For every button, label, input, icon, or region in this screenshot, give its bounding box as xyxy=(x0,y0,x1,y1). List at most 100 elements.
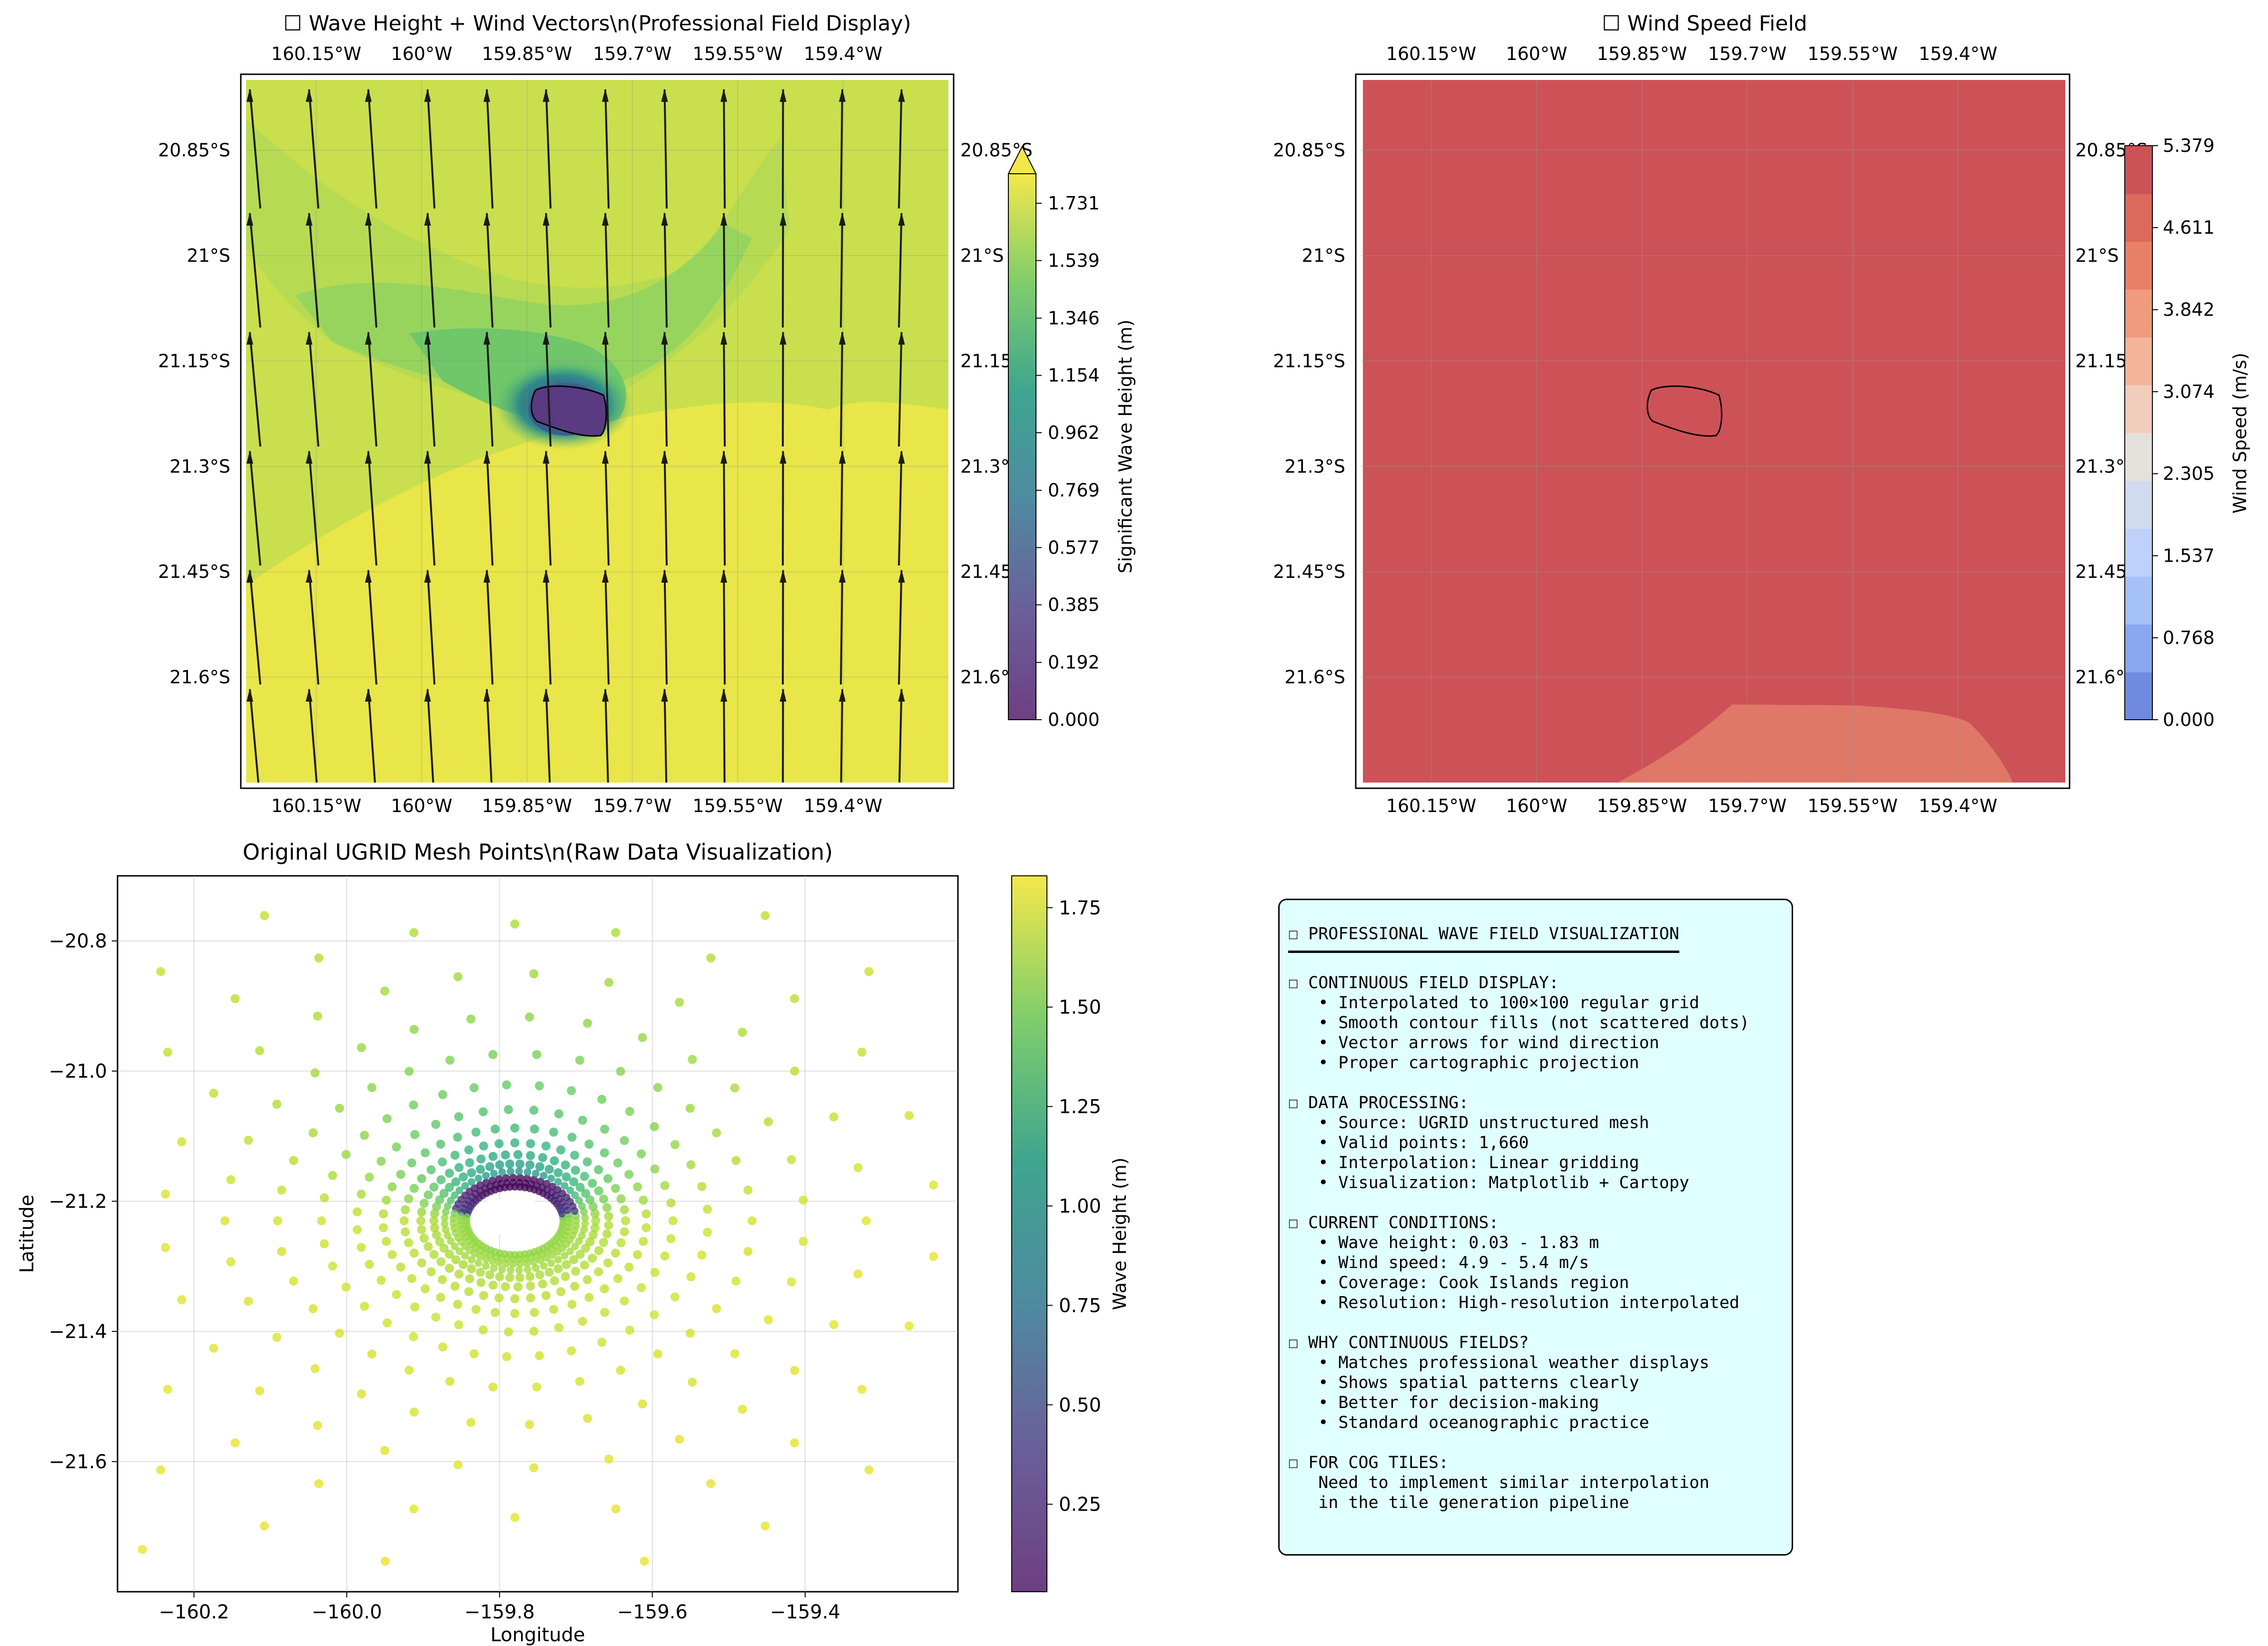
left-lat-tick-label: 21.15°S xyxy=(158,350,230,371)
mesh-point xyxy=(697,1250,707,1260)
mesh-point xyxy=(401,1205,410,1214)
wind-arrow-head xyxy=(661,450,668,464)
top-lon-tick-label: 160°W xyxy=(1506,43,1567,64)
colorbar-tick-label: 1.00 xyxy=(1059,1196,1101,1218)
mesh-point xyxy=(360,1301,369,1311)
mesh-point xyxy=(523,1265,532,1273)
mesh-point xyxy=(510,1138,520,1148)
mesh-point xyxy=(764,1315,773,1325)
mesh-point xyxy=(829,1320,838,1329)
mesh-panel-title: Original UGRID Mesh Points\n(Raw Data Vi… xyxy=(243,839,833,865)
mesh-point xyxy=(510,919,520,929)
wind-arrow xyxy=(663,570,668,685)
left-lat-tick-label: 21.45°S xyxy=(158,561,230,582)
mesh-point xyxy=(177,1137,187,1147)
wind-arrow-head xyxy=(779,331,787,345)
mesh-point xyxy=(314,1479,324,1488)
mesh-point xyxy=(578,1231,586,1239)
mesh-point xyxy=(495,1259,503,1267)
mesh-point xyxy=(451,1255,461,1264)
wind-arrow-head xyxy=(542,212,550,226)
mesh-point xyxy=(861,1216,871,1226)
mesh-point xyxy=(416,1216,425,1226)
mesh-point xyxy=(426,1165,436,1174)
mesh-point xyxy=(156,1465,166,1475)
mesh-point xyxy=(510,1309,520,1318)
mesh-colorbar: 0.25 0.50 0.75 1.00 1.25 1.50 1.75 Wave Height… xyxy=(1011,875,1130,1592)
wind-panel-title: ☐ Wind Speed Field xyxy=(1602,11,1807,36)
right-lat-tick-label: 21°S xyxy=(960,245,1004,266)
mesh-point xyxy=(561,1272,570,1281)
wind-arrow-head xyxy=(720,688,727,702)
wind-arrow xyxy=(898,213,903,328)
mesh-point xyxy=(272,1100,282,1109)
wind-arrow xyxy=(367,89,377,209)
mesh-point xyxy=(454,1269,464,1279)
mesh-point xyxy=(864,967,874,976)
mesh-point xyxy=(335,1329,344,1338)
mesh-point xyxy=(660,1251,670,1261)
wind-arrow xyxy=(840,451,843,566)
top-lon-tick-label: 159.85°W xyxy=(482,43,572,64)
mesh-point xyxy=(387,1182,397,1191)
wind-arrow xyxy=(663,332,668,447)
mesh-point xyxy=(476,1165,485,1174)
wind-arrow-head xyxy=(247,89,253,102)
wind-arrow xyxy=(486,570,493,685)
mesh-point xyxy=(432,1230,441,1239)
mesh-point xyxy=(319,1193,329,1202)
mesh-point xyxy=(404,1238,414,1248)
mesh-point xyxy=(471,1305,481,1314)
mesh-point xyxy=(929,1180,938,1190)
mesh-point xyxy=(503,1105,513,1114)
mesh-point xyxy=(226,1175,236,1184)
wind-arrow-head xyxy=(483,331,490,345)
wind-speed-low-patch xyxy=(1618,704,2013,783)
mesh-point xyxy=(501,1150,510,1160)
mesh-point xyxy=(688,1055,697,1064)
mesh-point xyxy=(277,1185,286,1195)
mesh-point xyxy=(244,1136,253,1145)
mesh-point xyxy=(505,1273,514,1282)
x-tick-label: −159.4 xyxy=(770,1601,840,1623)
mesh-point xyxy=(597,1094,607,1104)
mesh-point xyxy=(376,1276,386,1285)
left-lat-tick-label: 21.45°S xyxy=(1273,561,1345,582)
wind-arrow-head xyxy=(839,331,846,345)
mesh-point xyxy=(584,1293,594,1302)
mesh-point xyxy=(857,1047,867,1057)
wind-arrow-head xyxy=(247,569,253,583)
wind-arrow xyxy=(663,451,668,566)
mesh-point xyxy=(590,1209,600,1219)
mesh-point xyxy=(569,1177,579,1187)
mesh-point xyxy=(575,1182,585,1192)
mesh-point xyxy=(379,1223,388,1232)
mesh-point xyxy=(417,1207,426,1217)
mesh-point xyxy=(510,1123,520,1133)
mesh-point xyxy=(529,1106,539,1115)
mesh-point xyxy=(904,1321,914,1331)
colorbar-level xyxy=(2125,337,2152,386)
wind-arrow xyxy=(604,89,610,209)
mesh-point xyxy=(476,1252,484,1260)
mesh-point xyxy=(255,1046,265,1055)
mesh-point xyxy=(547,1259,555,1267)
mesh-point xyxy=(319,1239,329,1249)
wind-arrow xyxy=(898,451,903,566)
mesh-ylabel: Latitude xyxy=(16,1195,38,1273)
mesh-point xyxy=(455,1186,463,1194)
mesh-point xyxy=(485,1270,494,1279)
colorbar-tick-label: 1.731 xyxy=(1048,193,1100,214)
mesh-point xyxy=(435,1237,444,1247)
mesh-point xyxy=(526,1151,535,1160)
mesh-point xyxy=(467,1256,475,1264)
colorbar-tick-label: 0.25 xyxy=(1059,1494,1101,1516)
mesh-point xyxy=(731,1156,741,1165)
wind-vectors xyxy=(247,89,905,783)
mesh-point xyxy=(639,1237,648,1246)
mesh-point xyxy=(561,1182,569,1190)
mesh-point xyxy=(857,1385,867,1394)
mesh-point xyxy=(743,1185,753,1195)
mesh-point xyxy=(417,1225,426,1234)
top-lon-tick-label: 159.55°W xyxy=(692,43,783,64)
